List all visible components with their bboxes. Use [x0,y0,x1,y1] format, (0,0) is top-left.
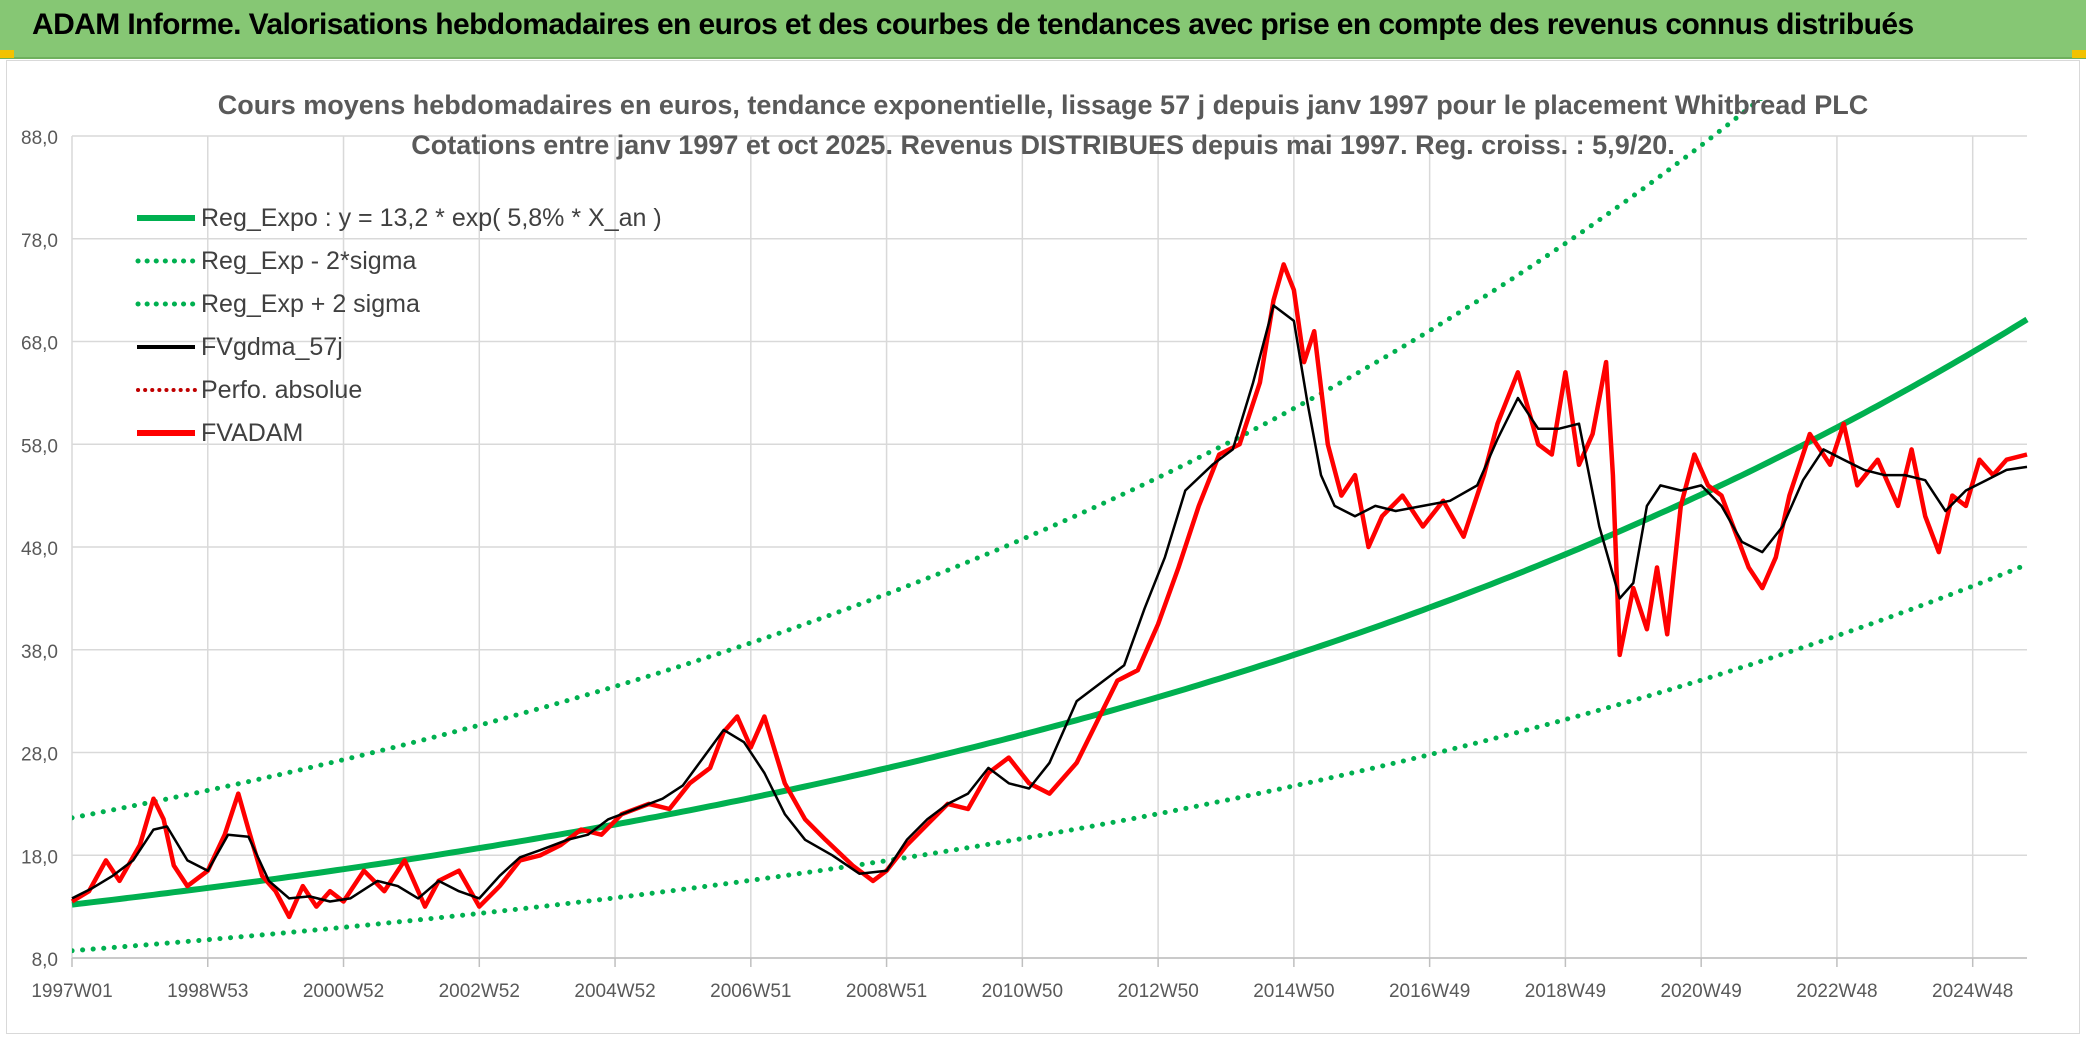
series-reg-exp-minus-2sigma [72,562,2030,954]
x-tick-label: 2018W49 [1525,981,1606,1002]
series-reg-expo [71,316,2029,908]
x-tick-label: 1998W53 [167,981,248,1002]
y-tick-label: 88,0 [21,128,58,149]
x-tick-label: 2008W51 [846,981,927,1002]
y-tick-label: 78,0 [21,231,58,252]
x-tick-label: 2022W48 [1796,981,1877,1002]
legend-swatch-perfo [136,388,197,392]
legend-label-fvadam: FVADAM [201,419,304,447]
y-tick-label: 8,0 [32,950,58,971]
header-bar: ADAM Informe. Valorisations hebdomadaire… [0,0,2086,59]
legend-label-perfo: Perfo. absolue [201,376,363,404]
x-tick-label: 2016W49 [1389,981,1470,1002]
y-tick-label: 28,0 [21,745,58,766]
y-tick-label: 48,0 [21,539,58,560]
x-tick-label: 2010W50 [982,981,1063,1002]
x-tick-label: 2012W50 [1117,981,1198,1002]
series-fvgdma-57j [71,304,2028,903]
x-tick-label: 2020W49 [1660,981,1741,1002]
legend-label-reg-expo: Reg_Expo : y = 13,2 * exp( 5,8% * X_an ) [201,204,662,232]
x-tick-label: 2000W52 [303,981,384,1002]
x-tick-label: 2002W52 [439,981,520,1002]
x-tick-label: 2004W52 [574,981,655,1002]
legend-label-reg-exp-plus: Reg_Exp + 2 sigma [201,290,420,318]
series-reg-exp-plus-2sigma [72,100,1764,821]
corner-marker-right [2072,50,2086,58]
y-tick-label: 68,0 [21,334,58,355]
chart-frame [6,60,2080,1034]
y-tick-label: 18,0 [21,847,58,868]
legend-swatch-reg-exp-minus [135,258,197,264]
y-tick-label: 58,0 [21,436,58,457]
x-tick-label: 2024W48 [1932,981,2013,1002]
legend-swatch-fvadam [137,430,195,436]
series-fvadam [70,262,2028,920]
x-tick-label: 2014W50 [1253,981,1334,1002]
x-tick-label: 2006W51 [710,981,791,1002]
legend-label-reg-exp-minus: Reg_Exp - 2*sigma [201,247,417,275]
chart-subtitle: Cotations entre janv 1997 et oct 2025. R… [411,130,1675,160]
corner-marker-left [0,50,14,58]
legend-swatch-fvgdma [137,345,195,349]
legend-swatch-reg-exp-plus [135,301,197,307]
legend-swatch-reg-expo [137,215,195,221]
page-title: ADAM Informe. Valorisations hebdomadaire… [32,8,1914,41]
legend-label-fvgdma: FVgdma_57j [201,333,343,361]
chart-title: Cours moyens hebdomadaires en euros, ten… [217,90,1869,120]
x-tick-label: 1997W01 [31,981,112,1002]
y-tick-label: 38,0 [21,642,58,663]
